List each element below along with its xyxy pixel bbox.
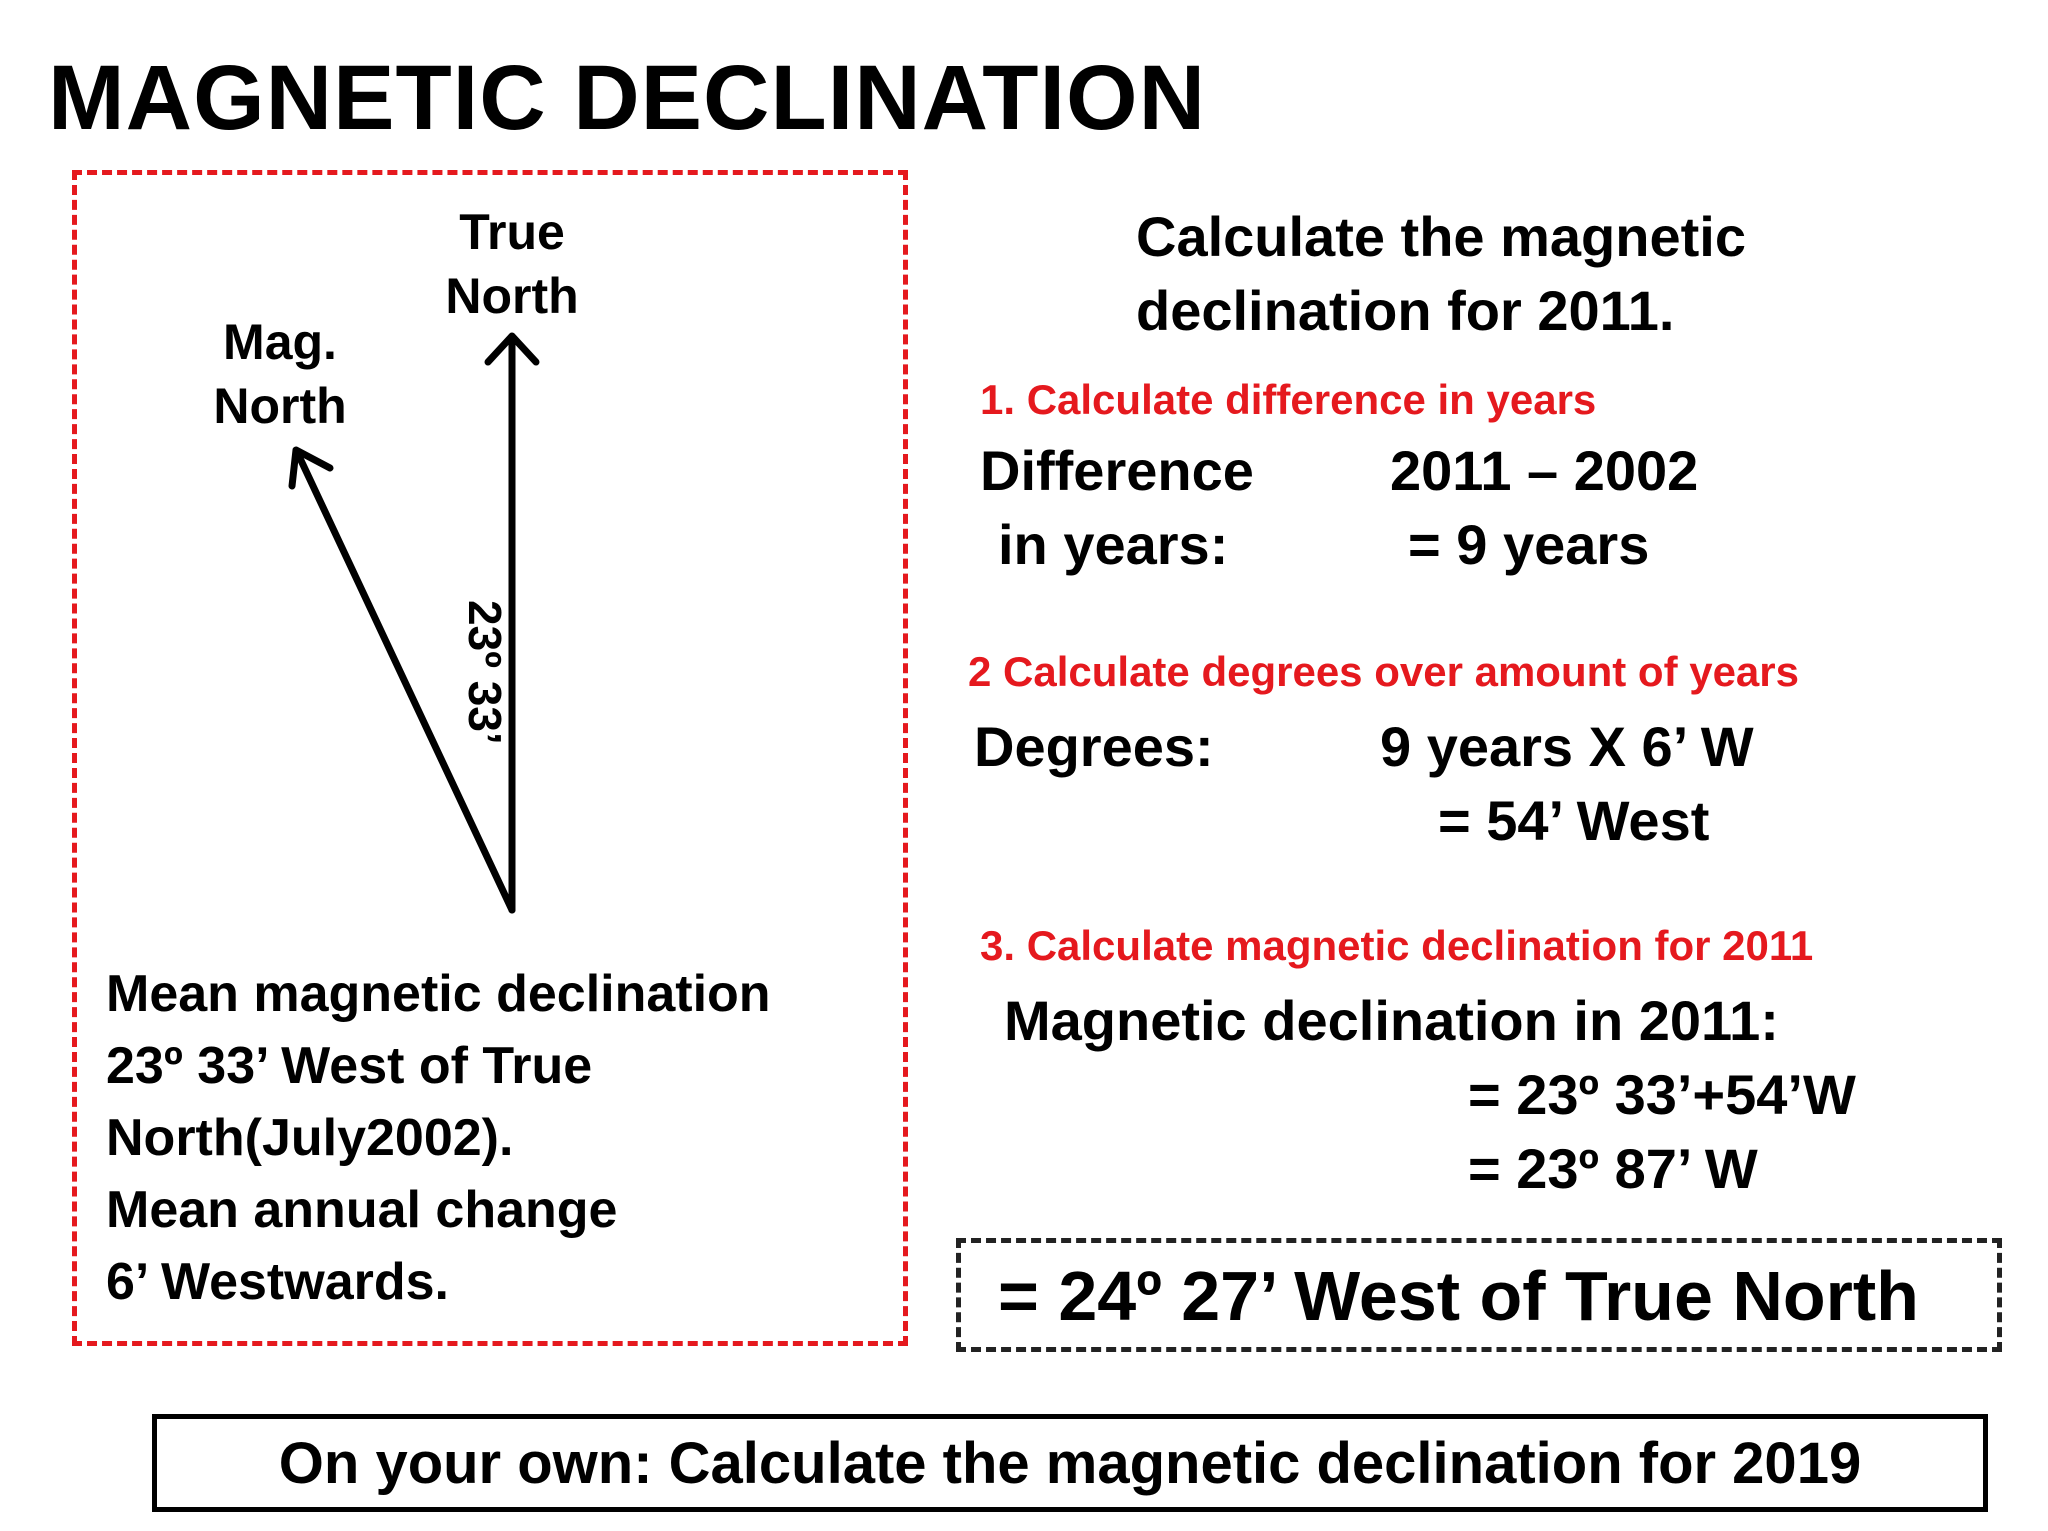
page-title: MAGNETIC DECLINATION: [48, 47, 1207, 149]
final-answer: = 24º 27’ West of True North: [998, 1257, 1919, 1335]
step3-label: Magnetic declination in 2011:: [1004, 989, 1779, 1052]
note-line: Mean annual change: [106, 1181, 618, 1239]
question: Calculate the magnetic declination for 2…: [1136, 205, 1746, 342]
step2-label: Degrees:: [974, 715, 1214, 778]
step3-heading: 3. Calculate magnetic declination for 20…: [980, 922, 1814, 969]
note-line: 23º 33’ West of True: [106, 1037, 593, 1095]
true-north-arrowhead: [484, 332, 540, 366]
north-arrows-svg: [288, 332, 540, 914]
mag-north-arrowhead: [288, 446, 334, 490]
mag-north-label: Mag. North: [213, 314, 347, 434]
true-north-label: True North: [445, 204, 579, 324]
step1-heading: 1. Calculate difference in years: [980, 376, 1597, 423]
step3-calc-line2: = 23º 87’ W: [1468, 1137, 1758, 1200]
note-line: North(July2002).: [106, 1109, 514, 1167]
homework-prompt: On your own: Calculate the magnetic decl…: [278, 1430, 1862, 1496]
step2-heading: 2 Calculate degrees over amount of years: [968, 648, 1799, 695]
compass-diagram: True North Mag. North 23º 33’: [72, 170, 908, 930]
step1-label-line2: in years:: [998, 513, 1229, 576]
note-line: Mean magnetic declination: [106, 965, 771, 1023]
note-line: 6’ Westwards.: [106, 1253, 449, 1311]
diagram-panel-border: [72, 170, 908, 1346]
step1-calc-line1: 2011 – 2002: [1390, 439, 1699, 502]
angle-label: 23º 33’: [459, 600, 511, 745]
declination-notes: Mean magnetic declination 23º 33’ West o…: [106, 958, 771, 1318]
step1-calc-line2: = 9 years: [1408, 513, 1650, 576]
mag-north-arrow: [294, 450, 516, 914]
step2-calc-line1: 9 years X 6’ W: [1380, 715, 1754, 778]
step1-label-line1: Difference: [980, 439, 1254, 502]
answer-box: [956, 1238, 2002, 1352]
step2-calc-line2: = 54’ West: [1438, 789, 1710, 852]
homework-prompt-box: On your own: Calculate the magnetic decl…: [152, 1414, 1988, 1512]
step3-calc-line1: = 23º 33’+54’W: [1468, 1063, 1856, 1126]
